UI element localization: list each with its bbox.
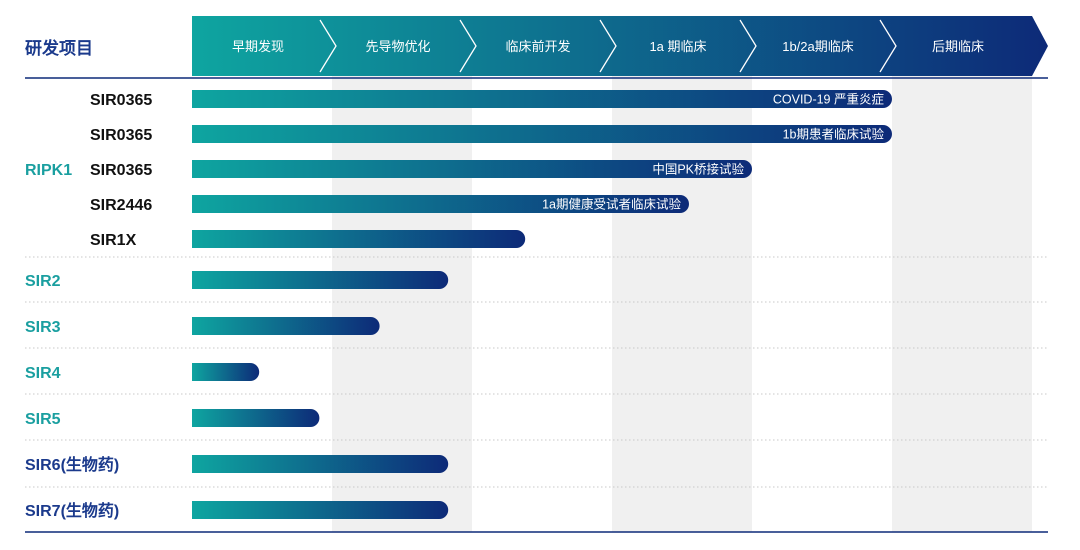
bar-label: 中国PK桥接试验	[652, 162, 744, 177]
phase-bands	[332, 76, 1032, 532]
pipeline-bar	[192, 195, 689, 213]
phase-separator	[739, 19, 757, 73]
header-title: 研发项目	[25, 38, 93, 58]
phase-label: 1a 期临床	[649, 39, 706, 54]
row-dividers	[25, 256, 1048, 533]
phase-separator	[319, 19, 337, 73]
phase-header-bar	[192, 16, 1048, 76]
phase-band	[892, 76, 1032, 532]
phase-label: 临床前开发	[505, 39, 570, 54]
pipeline-bar	[192, 363, 260, 381]
group-label: SIR7(生物药)	[25, 501, 119, 520]
row-labels: SIR0365 SIR0365 SIR0365 SIR2446 SIR1X RIPK1 SI…	[25, 92, 152, 520]
phase-band	[612, 76, 752, 532]
phase-label: 1b/2a期临床	[782, 39, 854, 54]
bar-label: COVID-19 严重炎症	[773, 92, 884, 107]
pipeline-bar	[192, 409, 320, 427]
pipeline-bar	[192, 125, 892, 143]
pipeline-bar	[192, 317, 380, 335]
pipeline-bar	[192, 90, 892, 108]
pipeline-bar	[192, 455, 449, 473]
bar-label: 1b期患者临床试验	[783, 127, 885, 142]
pipeline-bar	[192, 271, 449, 289]
pipeline-bar	[192, 501, 449, 519]
compound-label: SIR2446	[90, 197, 152, 214]
phase-header: 早期发现 先导物优化 临床前开发 1a 期临床 1b/2a期临床 后期临床	[25, 16, 1048, 79]
compound-label: SIR1X	[90, 232, 137, 249]
phase-label: 后期临床	[932, 39, 984, 54]
compound-label: SIR0365	[90, 92, 152, 109]
group-label: SIR6(生物药)	[25, 455, 119, 474]
phase-label: 先导物优化	[365, 39, 430, 54]
group-label: RIPK1	[25, 162, 72, 179]
group-label: SIR3	[25, 319, 61, 336]
pipeline-bar	[192, 160, 752, 178]
pipeline-bar	[192, 230, 526, 248]
group-label: SIR5	[25, 411, 61, 428]
group-label: SIR2	[25, 273, 61, 290]
phase-separator	[599, 19, 617, 73]
phase-label: 早期发现	[232, 39, 284, 54]
bar-label: 1a期健康受试者临床试验	[542, 197, 681, 212]
compound-label: SIR0365	[90, 162, 152, 179]
phase-separator	[459, 19, 477, 73]
group-label: SIR4	[25, 365, 61, 382]
compound-label: SIR0365	[90, 127, 152, 144]
phase-separator	[879, 19, 897, 73]
